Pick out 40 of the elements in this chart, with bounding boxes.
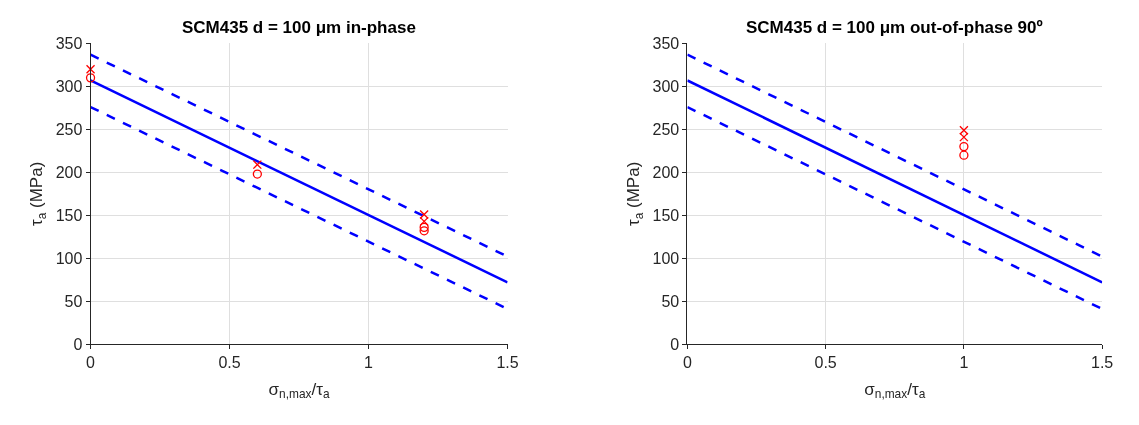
point (419, 226, 429, 236)
point (959, 150, 969, 160)
y-tick-label: 350 (652, 35, 680, 53)
y-tick-label: 0 (73, 335, 83, 353)
y-tick-label: 300 (55, 78, 83, 96)
y-tick-label: 300 (652, 78, 680, 96)
point (252, 159, 262, 170)
y-tick-label: 250 (652, 121, 680, 139)
x-tick-label: 0 (86, 354, 96, 372)
point (252, 169, 262, 179)
point (959, 125, 969, 135)
x-axis-title: σ$_{n,max}$/τ$_{a}$ (268, 379, 330, 402)
y-tick-label: 100 (55, 249, 83, 267)
y-tick-label: 200 (55, 163, 83, 181)
y-tick-label: 50 (661, 292, 680, 310)
y-tick-label: 100 (652, 249, 680, 267)
x-tick-label: 1.5 (496, 354, 519, 372)
y-tick-label: 200 (652, 163, 680, 181)
x-tick-label: 1 (364, 354, 374, 372)
y-tick-label: 50 (64, 292, 83, 310)
y-tick-label: 150 (652, 206, 680, 224)
point (419, 209, 429, 220)
x-tick-label: 0.5 (814, 354, 837, 372)
x-tick-label: 0 (682, 354, 692, 372)
y-tick-label: 0 (670, 335, 680, 353)
x-tick-label: 1.5 (1091, 354, 1114, 372)
point (85, 73, 96, 83)
y-tick-label: 150 (55, 206, 83, 224)
x-tick-label: 0.5 (218, 354, 241, 372)
chart-title: SCM435 d = 100 μm out-of-phase 90º (746, 18, 1043, 37)
x-tick-label: 1 (959, 354, 969, 372)
point (85, 64, 96, 74)
chart-title: SCM435 d = 100 μm in-phase (182, 18, 416, 37)
y-tick-label: 250 (55, 121, 83, 139)
point (419, 222, 429, 232)
point (419, 216, 429, 226)
y-tick-label: 350 (55, 35, 83, 53)
point (959, 141, 969, 152)
point (959, 132, 969, 142)
x-axis-title: σ$_{n,max}$/τ$_{a}$ (864, 379, 926, 402)
